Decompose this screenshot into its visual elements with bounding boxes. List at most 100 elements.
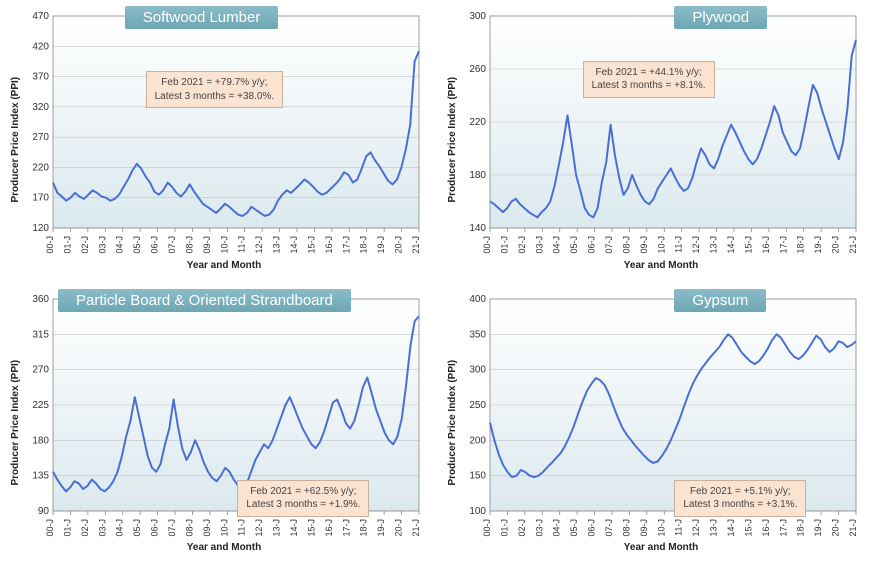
plot-area: 14018022026030000-J01-J02-J03-J04-J05-J0… [460, 8, 862, 232]
svg-text:06-J: 06-J [587, 519, 597, 537]
chart-title: Particle Board & Oriented Strandboard [58, 289, 351, 312]
svg-text:16-J: 16-J [761, 519, 771, 537]
svg-text:260: 260 [469, 64, 486, 75]
svg-text:17-J: 17-J [778, 519, 788, 537]
svg-text:13-J: 13-J [272, 236, 282, 254]
svg-text:150: 150 [469, 470, 486, 481]
svg-text:09-J: 09-J [202, 236, 212, 254]
annotation-line1: Feb 2021 = +5.1% y/y; [683, 485, 797, 499]
svg-text:04-J: 04-J [115, 236, 125, 254]
svg-text:200: 200 [469, 435, 486, 446]
svg-text:315: 315 [32, 329, 49, 340]
svg-text:21-J: 21-J [848, 519, 858, 537]
svg-text:05-J: 05-J [132, 236, 142, 254]
svg-text:16-J: 16-J [761, 236, 771, 254]
svg-text:07-J: 07-J [604, 236, 614, 254]
svg-text:07-J: 07-J [604, 519, 614, 537]
svg-text:03-J: 03-J [97, 519, 107, 537]
annotation-line1: Feb 2021 = +44.1% y/y; [592, 66, 706, 80]
svg-text:07-J: 07-J [167, 236, 177, 254]
svg-text:04-J: 04-J [552, 236, 562, 254]
svg-text:14-J: 14-J [726, 519, 736, 537]
svg-text:11-J: 11-J [674, 519, 684, 536]
annotation-box: Feb 2021 = +79.7% y/y;Latest 3 months = … [146, 71, 284, 108]
panel-gypsum: GypsumProducer Price Index (PPI)10015020… [445, 291, 862, 554]
svg-text:300: 300 [469, 11, 486, 22]
svg-text:21-J: 21-J [411, 519, 421, 537]
y-axis-label: Producer Price Index (PPI) [445, 291, 460, 554]
svg-text:03-J: 03-J [97, 236, 107, 254]
annotation-line2: Latest 3 months = +38.0%. [155, 90, 275, 104]
panel-plywood: PlywoodProducer Price Index (PPI)1401802… [445, 8, 862, 271]
svg-text:14-J: 14-J [289, 519, 299, 537]
svg-text:360: 360 [32, 294, 49, 305]
svg-text:350: 350 [469, 329, 486, 340]
svg-text:00-J: 00-J [45, 519, 55, 537]
svg-text:18-J: 18-J [796, 519, 806, 537]
svg-text:05-J: 05-J [569, 519, 579, 537]
svg-text:01-J: 01-J [62, 519, 72, 537]
svg-text:09-J: 09-J [639, 236, 649, 254]
annotation-box: Feb 2021 = +44.1% y/y;Latest 3 months = … [583, 61, 715, 98]
svg-text:90: 90 [38, 506, 50, 517]
svg-text:170: 170 [32, 193, 49, 204]
y-axis-label: Producer Price Index (PPI) [8, 291, 23, 554]
svg-text:120: 120 [32, 223, 49, 234]
annotation-box: Feb 2021 = +5.1% y/y;Latest 3 months = +… [674, 480, 806, 517]
svg-text:11-J: 11-J [674, 236, 684, 253]
svg-text:15-J: 15-J [743, 236, 753, 254]
chart-wrap: Producer Price Index (PPI)12017022027032… [8, 8, 425, 271]
svg-text:16-J: 16-J [324, 519, 334, 537]
svg-text:11-J: 11-J [237, 236, 247, 253]
y-axis-label: Producer Price Index (PPI) [445, 8, 460, 271]
svg-text:15-J: 15-J [306, 236, 316, 254]
svg-text:09-J: 09-J [202, 519, 212, 537]
svg-text:08-J: 08-J [184, 519, 194, 537]
svg-text:14-J: 14-J [726, 236, 736, 254]
svg-text:03-J: 03-J [534, 236, 544, 254]
svg-text:19-J: 19-J [813, 519, 823, 537]
svg-text:04-J: 04-J [115, 519, 125, 537]
svg-text:06-J: 06-J [150, 519, 160, 537]
svg-text:17-J: 17-J [341, 519, 351, 537]
svg-text:180: 180 [32, 435, 49, 446]
svg-text:400: 400 [469, 294, 486, 305]
svg-text:02-J: 02-J [517, 519, 527, 537]
svg-text:18-J: 18-J [796, 236, 806, 254]
svg-text:320: 320 [32, 102, 49, 113]
panel-particle: Particle Board & Oriented Strandboard Pro… [8, 291, 425, 554]
svg-text:225: 225 [32, 400, 49, 411]
svg-text:20-J: 20-J [394, 236, 404, 254]
svg-text:10-J: 10-J [656, 236, 666, 254]
svg-text:10-J: 10-J [219, 236, 229, 254]
svg-text:17-J: 17-J [778, 236, 788, 254]
svg-text:20-J: 20-J [394, 519, 404, 537]
svg-text:01-J: 01-J [499, 519, 509, 537]
svg-text:20-J: 20-J [831, 236, 841, 254]
annotation-line1: Feb 2021 = +79.7% y/y; [155, 76, 275, 90]
panel-softwood: Softwood LumberProducer Price Index (PPI… [8, 8, 425, 271]
svg-text:11-J: 11-J [237, 519, 247, 536]
svg-text:00-J: 00-J [45, 236, 55, 254]
svg-text:12-J: 12-J [691, 236, 701, 254]
svg-text:370: 370 [32, 72, 49, 83]
svg-text:470: 470 [32, 11, 49, 22]
svg-text:09-J: 09-J [639, 519, 649, 537]
svg-text:02-J: 02-J [517, 236, 527, 254]
svg-text:180: 180 [469, 170, 486, 181]
svg-text:220: 220 [32, 162, 49, 173]
svg-text:18-J: 18-J [359, 236, 369, 254]
svg-text:16-J: 16-J [324, 236, 334, 254]
svg-text:00-J: 00-J [482, 236, 492, 254]
svg-text:08-J: 08-J [621, 519, 631, 537]
annotation-line1: Feb 2021 = +62.5% y/y; [246, 485, 360, 499]
svg-text:03-J: 03-J [534, 519, 544, 537]
annotation-line2: Latest 3 months = +3.1%. [683, 498, 797, 512]
svg-text:04-J: 04-J [552, 519, 562, 537]
chart-title: Gypsum [674, 289, 766, 312]
svg-text:12-J: 12-J [691, 519, 701, 537]
svg-text:13-J: 13-J [709, 236, 719, 254]
chart-title: Softwood Lumber [125, 6, 279, 29]
svg-text:13-J: 13-J [272, 519, 282, 537]
svg-text:10-J: 10-J [219, 519, 229, 537]
